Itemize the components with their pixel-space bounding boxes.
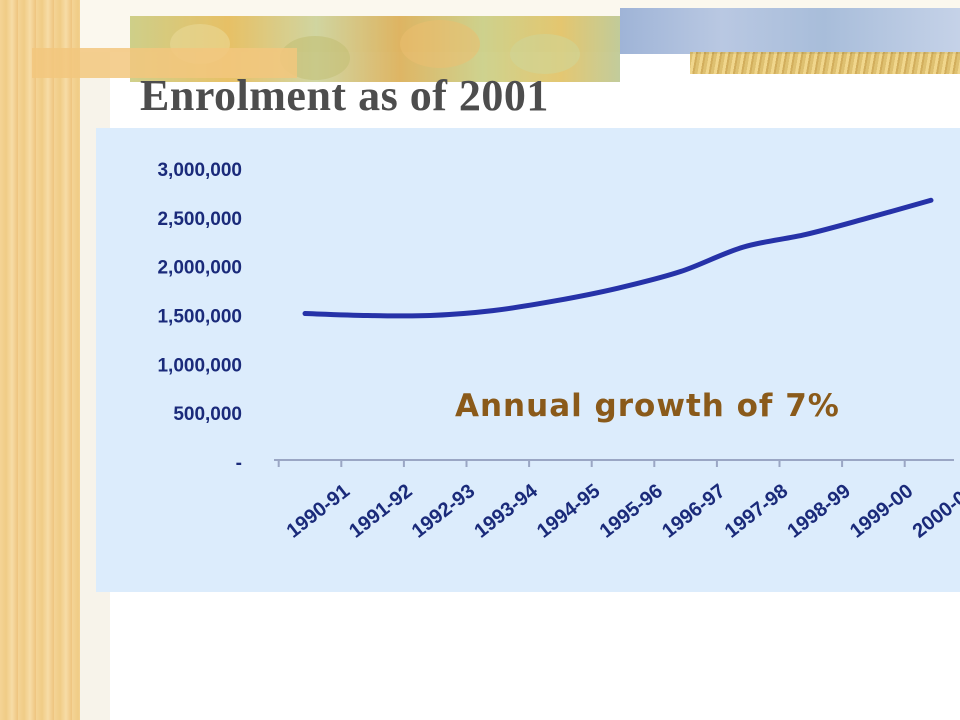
slide-sky-banner (620, 8, 960, 54)
y-tick-label: 1,500,000 (157, 307, 242, 328)
x-tick-label: 1996-97 (658, 480, 729, 543)
y-tick-label: 2,500,000 (157, 209, 242, 230)
y-tick-label: 1,000,000 (157, 355, 242, 376)
y-tick-label: 2,000,000 (157, 258, 242, 279)
slide-grass-banner (690, 52, 960, 74)
x-axis: 1990-911991-921992-931993-941994-951995-… (274, 459, 960, 543)
x-tick-label: 1991-92 (345, 480, 416, 543)
x-tick-label: 1999-00 (846, 480, 917, 543)
slide-left-decoration (0, 0, 80, 720)
line-chart: 3,000,000 2,500,000 2,000,000 1,500,000 1,00… (157, 160, 960, 543)
x-tick-label: 1997-98 (721, 480, 792, 543)
y-tick-label: 3,000,000 (157, 160, 242, 181)
y-axis-ticks: 3,000,000 2,500,000 2,000,000 1,500,000 1,00… (157, 160, 242, 474)
x-tick-label: 1993-94 (470, 479, 542, 542)
y-tick-label: 500,000 (173, 404, 242, 425)
slide-title: Enrolment as of 2001 (140, 71, 549, 120)
chart-panel: 3,000,000 2,500,000 2,000,000 1,500,000 1,00… (96, 128, 960, 592)
series-line (302, 197, 934, 319)
x-tick-label: 2000-01 (909, 480, 960, 543)
y-tick-label: - (236, 453, 242, 474)
x-tick-label: 1995-96 (596, 480, 667, 543)
slide-orange-bar (32, 48, 297, 78)
series-group (302, 197, 934, 319)
x-tick-label: 1998-99 (783, 480, 854, 543)
x-tick-label: 1994-95 (533, 480, 604, 543)
x-tick-label: 1992-93 (408, 480, 479, 543)
chart-annotation: Annual growth of 7% (455, 388, 840, 424)
x-tick-label: 1990-91 (283, 480, 354, 543)
